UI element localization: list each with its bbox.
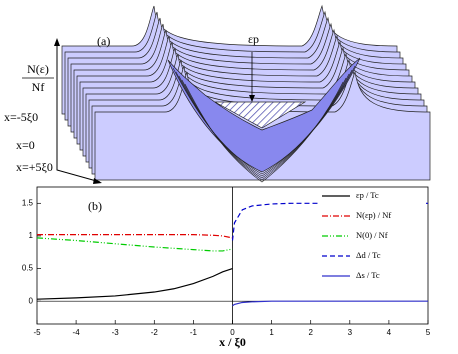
y-tick-label: 1 xyxy=(29,231,34,240)
x-tick-label: 4 xyxy=(387,328,392,337)
panel-b-chart: -5 -4 -3 -2 -1 0 1 2 3 4 5 0 0.5 1 1.5 (b) x / ξ0 εp / Tc… xyxy=(22,186,431,349)
x-tick-label: -2 xyxy=(151,328,159,337)
arrow-head xyxy=(93,178,102,184)
x-tick-label: 5 xyxy=(426,328,431,337)
x-tick-label: -5 xyxy=(33,328,41,337)
legend-label: Δs / Tc xyxy=(356,270,380,280)
y-tick-label: 1.5 xyxy=(22,198,34,207)
hatched-region xyxy=(214,101,307,129)
x-position-label: x=-5ξ0 xyxy=(4,110,38,124)
x-position-label: x=+5ξ0 xyxy=(16,160,53,174)
series-line xyxy=(36,267,233,300)
z-axis-label-top: N(ε) xyxy=(27,62,49,76)
panel-a-illustration xyxy=(54,4,431,184)
x-tick-label: 0 xyxy=(230,328,235,337)
axis xyxy=(56,40,101,183)
panel-label: (a) xyxy=(97,34,110,48)
panel-label: (b) xyxy=(88,199,102,213)
series-line xyxy=(232,300,428,307)
legend-label: N(εp) / Nf xyxy=(356,210,391,220)
y-tick-label: 0 xyxy=(29,296,34,305)
series-line xyxy=(36,237,233,252)
arrow-head xyxy=(249,95,255,102)
annotation: εp xyxy=(248,32,259,46)
x-tick-label: 1 xyxy=(269,328,274,337)
legend-box xyxy=(318,188,426,288)
x-tick-label: 2 xyxy=(308,328,313,337)
legend-label: N(0) / Nf xyxy=(356,230,388,240)
x-tick-label: -1 xyxy=(190,328,198,337)
x-position-label: x=0 xyxy=(16,138,35,152)
contour xyxy=(184,81,344,183)
arrow-head xyxy=(54,38,60,46)
x-tick-label: 3 xyxy=(348,328,353,337)
x-tick-label: -4 xyxy=(73,328,81,337)
y-tick-label: 0.5 xyxy=(22,264,34,273)
x-tick-label: -3 xyxy=(112,328,120,337)
series-line xyxy=(37,234,233,239)
x-axis-label: x / ξ0 xyxy=(219,335,246,349)
legend-label: εp / Tc xyxy=(356,190,379,200)
z-axis-label-bottom: Nf xyxy=(32,80,45,94)
legend-label: Δd / Tc xyxy=(356,250,381,260)
